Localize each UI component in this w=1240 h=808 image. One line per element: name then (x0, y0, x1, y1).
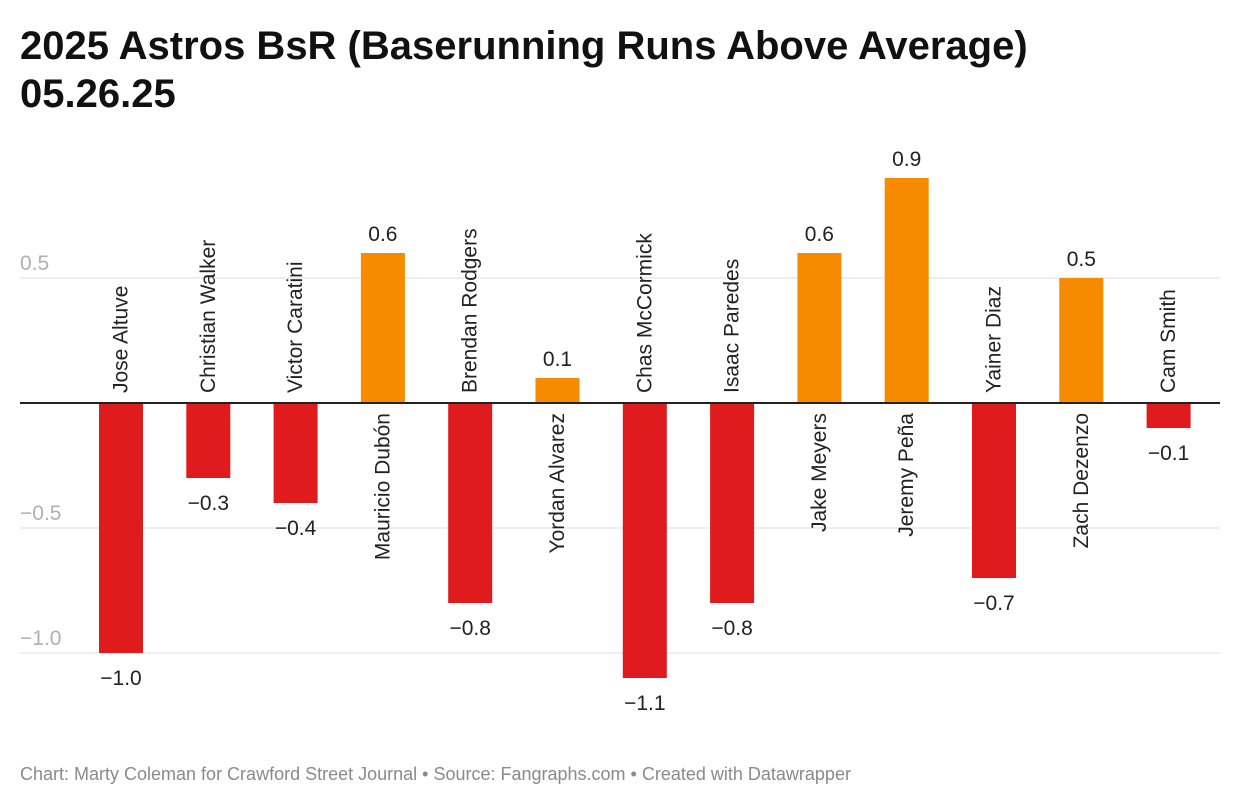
value-label: −0.7 (973, 592, 1014, 615)
value-label: −0.8 (711, 617, 752, 640)
title-line-2: 05.26.25 (20, 72, 176, 116)
chart-footer: Chart: Marty Coleman for Crawford Street… (20, 764, 851, 784)
value-label: −0.8 (449, 617, 490, 640)
category-label: Yordan Alvarez (546, 413, 569, 554)
category-label: Chas McCormick (633, 233, 656, 393)
y-tick-label: 0.5 (20, 252, 49, 275)
category-label: Victor Caratini (284, 262, 307, 394)
category-label: Zach Dezenzo (1070, 413, 1093, 548)
value-label: 0.6 (805, 223, 834, 246)
bar (360, 253, 405, 403)
bar (448, 403, 493, 603)
bar (797, 253, 842, 403)
bar (273, 403, 318, 503)
category-label: Yainer Diaz (983, 286, 1006, 393)
value-label: 0.5 (1067, 248, 1096, 271)
bar (710, 403, 755, 603)
category-label: Christian Walker (197, 240, 220, 393)
bar (1146, 403, 1191, 428)
bar (186, 403, 231, 478)
category-label: Isaac Paredes (721, 259, 744, 393)
category-label: Jose Altuve (110, 286, 133, 393)
value-label: 0.1 (543, 348, 572, 371)
category-label: Mauricio Dubón (371, 413, 394, 560)
category-label: Brendan Rodgers (459, 228, 482, 393)
bar (884, 178, 929, 403)
value-label: −0.4 (275, 517, 317, 540)
value-label: −1.1 (624, 692, 665, 715)
title-line-1: 2025 Astros BsR (Baserunning Runs Above … (20, 24, 1028, 68)
y-tick-label: −1.0 (20, 627, 61, 650)
value-label: 0.9 (892, 148, 921, 171)
chart-title: 2025 Astros BsR (Baserunning Runs Above … (20, 22, 1220, 118)
bar (535, 378, 580, 403)
y-tick-label: −0.5 (20, 502, 61, 525)
value-label: −1.0 (100, 667, 141, 690)
category-label: Jeremy Peña (895, 413, 918, 537)
value-label: 0.6 (368, 223, 397, 246)
bar (1059, 278, 1104, 403)
bar (99, 403, 143, 653)
bar (622, 403, 667, 678)
bar-chart: 0.5 −0.5 −1.0 −1.0 Jose Altuve −0.3 Christian … (20, 148, 1220, 715)
value-label: −0.1 (1148, 442, 1189, 465)
category-label: Cam Smith (1157, 289, 1180, 393)
bar (972, 403, 1016, 578)
category-label: Jake Meyers (808, 413, 831, 532)
value-label: −0.3 (188, 492, 229, 515)
